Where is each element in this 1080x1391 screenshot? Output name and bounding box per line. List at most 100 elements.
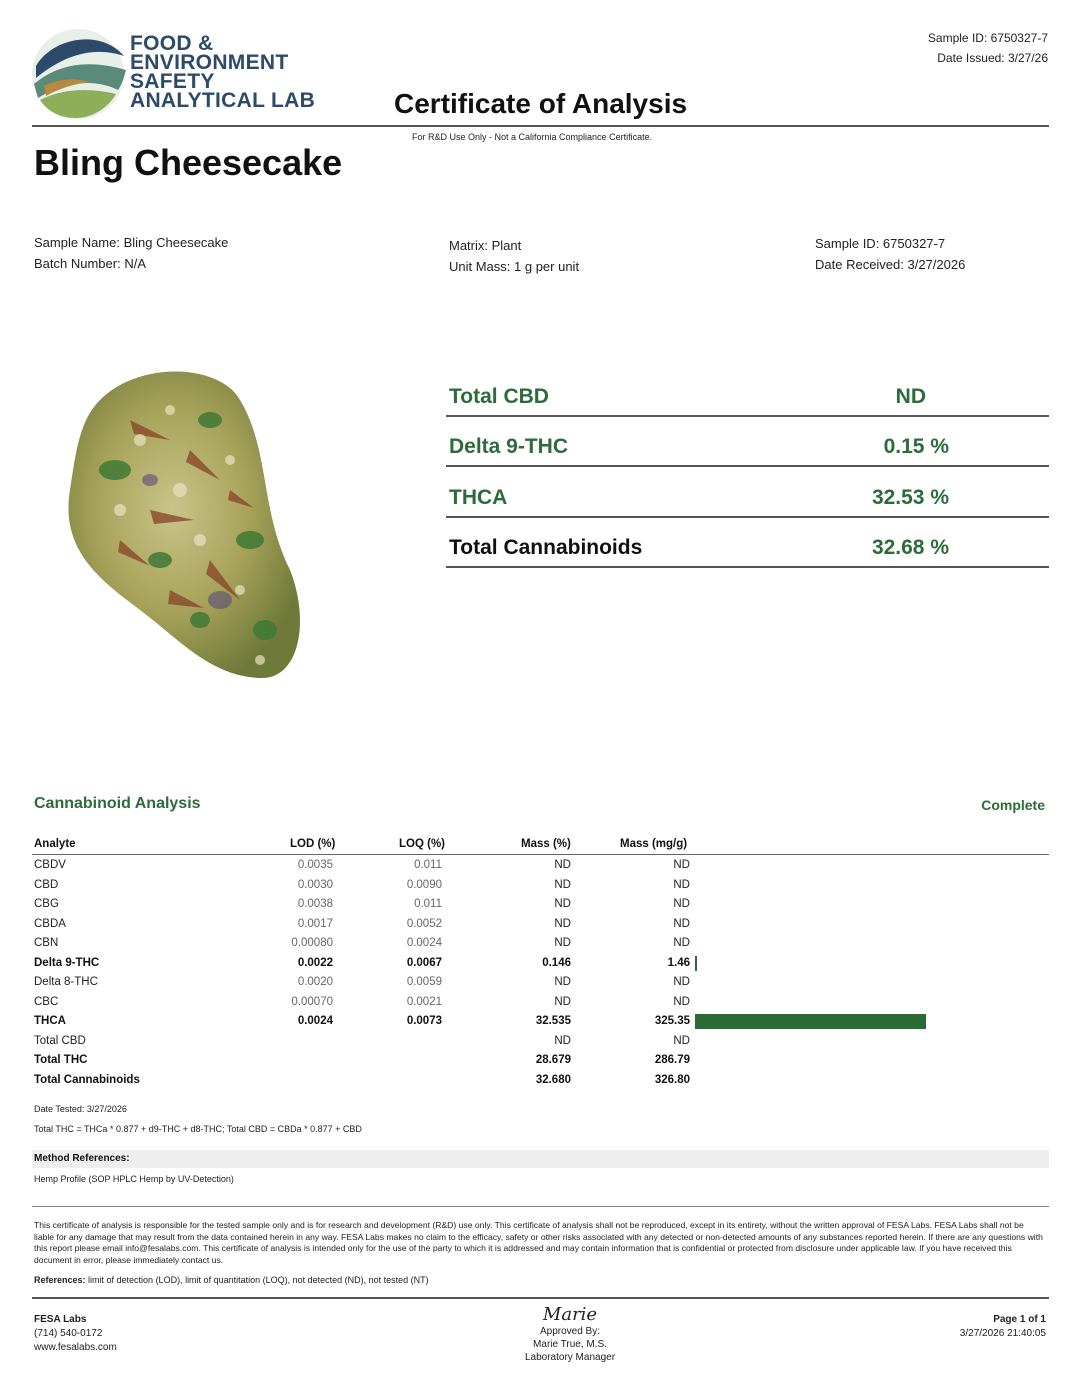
table-row: Delta 8-THC 0.0020 0.0059 ND ND (32, 973, 1049, 993)
cell-analyte: Delta 9-THC (34, 956, 100, 969)
cell-mass-mg: 326.80 (654, 1073, 690, 1086)
cell-analyte: CBD (34, 878, 59, 891)
unit-mass: Unit Mass: 1 g per unit (449, 259, 580, 274)
summary-label: Total CBD (449, 384, 549, 408)
date-tested: Date Tested: 3/27/2026 (34, 1104, 127, 1114)
col-header-lod: LOD (%) (290, 838, 336, 850)
cell-lod: 0.00080 (291, 937, 333, 949)
cell-mass-mg: ND (673, 878, 690, 891)
summary-row-total-cbd: Total CBD ND (446, 366, 1049, 417)
compliance-note: For R&D Use Only - Not a California Comp… (412, 132, 653, 142)
sample-name: Sample Name: Bling Cheesecake (34, 235, 229, 250)
table-row: CBC 0.00070 0.0021 ND ND (32, 993, 1049, 1013)
cell-loq: 0.0021 (406, 995, 442, 1008)
footer-approval: Marie Approved By: Marie True, M.S. Labo… (500, 1305, 640, 1364)
cell-mass-mg: 1.46 (667, 956, 690, 969)
approved-by-label: Approved By: (539, 1326, 601, 1337)
summary-row-delta9-thc: Delta 9-THC 0.15 % (446, 417, 1049, 467)
references-label: References: (34, 1275, 86, 1285)
cell-mass-pct: ND (554, 1034, 571, 1047)
summary-label: THCA (449, 485, 508, 509)
summary-row-total-cannabinoids: Total Cannabinoids 32.68 % (446, 518, 1049, 568)
approver-title: Laboratory Manager (524, 1352, 616, 1363)
cell-mass-pct: ND (554, 878, 571, 891)
cell-analyte: Total Cannabinoids (34, 1073, 140, 1086)
cell-lod: 0.0022 (297, 956, 333, 969)
cell-analyte: CBN (34, 937, 59, 949)
cell-mass-pct: ND (554, 976, 571, 988)
cell-loq: 0.0052 (406, 917, 442, 930)
approver-name: Marie True, M.S. (533, 1339, 607, 1350)
method-references-header: Method References: (32, 1150, 1049, 1168)
cell-mass-mg: ND (673, 995, 690, 1008)
cell-mass-mg: ND (673, 976, 690, 988)
disclaimer: This certificate of analysis is responsi… (34, 1220, 1043, 1265)
table-header-divider (32, 854, 1049, 855)
cell-mass-pct: ND (554, 937, 571, 949)
footer-website[interactable]: www.fesalabs.com (34, 1342, 117, 1353)
cell-loq: 0.011 (414, 898, 442, 910)
footer-company: FESA Labs (34, 1314, 87, 1325)
footer-contact: FESA Labs (714) 540-0172 www.fesalabs.co… (34, 1313, 117, 1355)
signature: Marie (542, 1304, 598, 1325)
document-title: Certificate of Analysis (394, 88, 688, 119)
table-row: CBD 0.0030 0.0090 ND ND (32, 876, 1049, 896)
cell-mass-pct: ND (554, 898, 571, 910)
cell-analyte: CBDV (34, 859, 66, 871)
cell-mass-pct: ND (554, 859, 571, 871)
cell-lod: 0.00070 (291, 995, 333, 1008)
cell-analyte: Total CBD (34, 1034, 86, 1047)
cell-mass-pct: ND (554, 995, 571, 1008)
table-row: Total CBD ND ND (32, 1032, 1049, 1052)
method-divider (32, 1206, 1049, 1207)
cell-loq: 0.0090 (406, 878, 442, 891)
table-row: CBN 0.00080 0.0024 ND ND (32, 934, 1049, 954)
matrix: Matrix: Plant (449, 238, 522, 253)
cell-loq: 0.011 (414, 859, 442, 871)
cell-mass-mg: ND (673, 859, 690, 871)
col-header-loq: LOQ (%) (399, 838, 445, 850)
cell-mass-mg: ND (673, 917, 690, 930)
footer-divider (32, 1297, 1049, 1299)
info-left: Sample Name: Bling Cheesecake Batch Numb… (34, 232, 228, 274)
col-header-mass-pct: Mass (%) (521, 838, 571, 850)
header-divider (32, 125, 1049, 127)
cell-mass-pct: 32.680 (535, 1073, 571, 1086)
header-date-issued: Date Issued: 3/27/26 (937, 51, 1048, 65)
analysis-table-body: CBDV 0.0035 0.011 ND ND CBD 0.0030 0.0090 ND ND CB… (32, 856, 1049, 1090)
references: References: limit of detection (LOD), li… (34, 1275, 429, 1285)
cell-loq: 0.0073 (406, 1015, 442, 1027)
analysis-title: Cannabinoid Analysis (34, 795, 201, 812)
cell-lod: 0.0038 (297, 898, 333, 910)
cell-mass-pct: 28.679 (535, 1054, 571, 1066)
page-number: Page 1 of 1 (993, 1314, 1046, 1325)
table-row: Total Cannabinoids 32.680 326.80 (32, 1071, 1049, 1091)
mass-bar (695, 955, 697, 971)
cell-lod: 0.0017 (297, 917, 333, 930)
cell-mass-pct: 32.535 (535, 1015, 571, 1027)
lab-name: FOOD & ENVIRONMENT SAFETY ANALYTICAL LAB (130, 32, 316, 112)
cell-mass-mg: ND (673, 1034, 690, 1047)
footer-phone: (714) 540-0172 (34, 1328, 103, 1339)
cell-analyte: Delta 8-THC (34, 976, 98, 988)
summary-label: Total Cannabinoids (449, 536, 643, 559)
footer-timestamp: 3/27/2026 21:40:05 (959, 1328, 1046, 1339)
references-text: limit of detection (LOD), limit of quant… (85, 1275, 429, 1285)
analysis-status: Complete (981, 797, 1045, 813)
cell-mass-mg: 286.79 (654, 1054, 690, 1066)
table-row: Delta 9-THC 0.0022 0.0067 0.146 1.46 (32, 954, 1049, 974)
footer-page-info: Page 1 of 1 3/27/2026 21:40:05 (960, 1313, 1046, 1341)
cell-analyte: CBG (34, 898, 59, 910)
cell-mass-mg: ND (673, 937, 690, 949)
cell-mass-mg: ND (673, 898, 690, 910)
total-formula: Total THC = THCa * 0.877 + d9-THC + d8-T… (34, 1124, 362, 1134)
lab-logo (32, 29, 126, 119)
info-middle: Matrix: Plant Unit Mass: 1 g per unit (449, 235, 579, 277)
potency-summary: Total CBD ND Delta 9-THC 0.15 % THCA 32.… (446, 366, 1049, 568)
table-row: CBDV 0.0035 0.011 ND ND (32, 856, 1049, 876)
mass-bar (695, 1014, 926, 1029)
header-sample-id: Sample ID: 6750327-7 (927, 31, 1048, 45)
summary-value: 32.68 % (871, 536, 949, 559)
table-row: CBDA 0.0017 0.0052 ND ND (32, 915, 1049, 935)
cell-lod: 0.0030 (297, 878, 333, 891)
